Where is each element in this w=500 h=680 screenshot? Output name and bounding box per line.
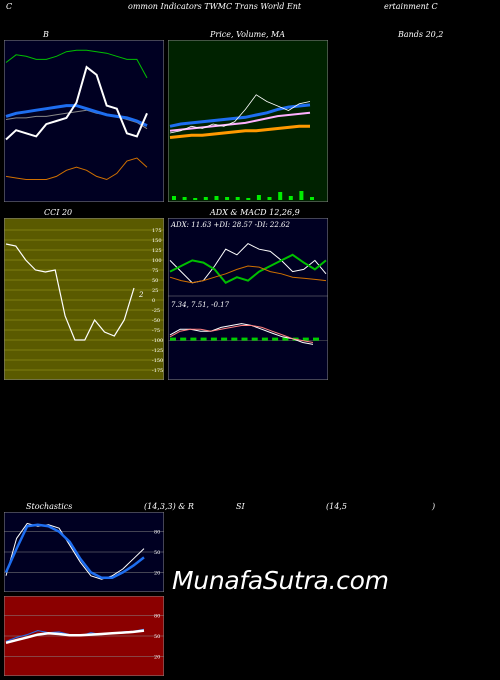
macd-hist-bar: [251, 337, 258, 341]
bb-middle-line: [5, 104, 148, 127]
volume-bar: [193, 198, 198, 200]
macd-line: [169, 323, 314, 345]
volume-bar: [214, 196, 219, 200]
header-right: ertainment C: [384, 2, 438, 11]
volume-bar: [267, 197, 272, 200]
macd-hist-bar: [241, 337, 248, 341]
macd-hist-bar: [210, 337, 217, 341]
adx-minus-di-line: [169, 253, 327, 285]
macd-hist-bar: [190, 337, 197, 341]
volume-bar: [172, 196, 176, 200]
pv-ma-orange-line: [169, 124, 310, 139]
osc-tick-label: 80: [154, 530, 160, 536]
pv-ma-pink-line: [169, 111, 311, 132]
cci-tick-label: -175: [152, 368, 163, 374]
macd-hist-bar: [231, 337, 238, 341]
osc-tick-label: 20: [154, 654, 160, 660]
macd-values: 7.34, 7.51, -0.17: [171, 301, 230, 309]
bb-upper-line: [5, 49, 148, 79]
macd-hist-bar: [221, 337, 228, 341]
bb-lower-line: [5, 157, 148, 181]
cci-tick-label: -50: [152, 318, 160, 324]
volume-bar: [310, 197, 314, 200]
macd-hist-bar: [272, 337, 279, 341]
cci-last-label: 2: [138, 291, 144, 299]
bb-bands-label: Bands 20,2: [398, 30, 444, 39]
price-volume-panel: [168, 40, 328, 202]
volume-bar: [182, 197, 187, 200]
volume-bar: [299, 191, 304, 200]
osc-tick-label: 50: [154, 550, 160, 556]
cci-label: CCI 20: [44, 208, 73, 217]
cci-tick-label: 0: [152, 298, 155, 304]
rsi-ma-line: [5, 629, 145, 645]
cci-tick-label: -75: [152, 328, 160, 334]
cci-line: [5, 243, 135, 341]
cci-panel: 175 150 125 100 75 50 25 0 -25 -50 -75 -100 -125 -150…: [4, 218, 164, 380]
stoch-label: Stochastics: [26, 502, 73, 511]
macd-hist-bar: [200, 337, 207, 341]
pv-price-line: [169, 94, 311, 134]
macd-hist-bar: [313, 337, 319, 341]
macd-signal-line: [169, 325, 314, 343]
rsi-si-label: SI: [236, 502, 245, 511]
bb-price-line: [5, 65, 148, 141]
stoch-d-line: [4, 523, 145, 580]
stochastics-panel: 80 50 20: [4, 512, 164, 592]
volume-bar: [288, 196, 293, 200]
macd-hist-bar: [170, 337, 176, 341]
volume-bar: [203, 197, 208, 200]
volume-bar: [256, 195, 261, 200]
rsi-params-label: (14,5: [326, 502, 347, 511]
bollinger-panel: [4, 40, 164, 202]
adx-values: ADX: 11.63 +DI: 28.57 -DI: 22.62: [170, 221, 291, 229]
volume-bar: [278, 192, 283, 200]
cci-tick-label: 150: [152, 238, 162, 244]
header-c: C: [6, 2, 13, 11]
cci-tick-label: 125: [152, 248, 162, 254]
adx-macd-label: ADX & MACD 12,26,9: [210, 208, 300, 217]
cci-tick-label: -100: [152, 338, 163, 344]
watermark: MunafaSutra.com: [172, 566, 389, 595]
cci-tick-label: -125: [152, 348, 163, 354]
stoch-k-line: [5, 522, 145, 580]
macd-hist-bar: [180, 337, 187, 341]
macd-hist-bar: [302, 337, 309, 341]
stoch-params-label: (14,3,3) & R: [144, 502, 194, 511]
cci-tick-label: 50: [152, 278, 158, 284]
cci-tick-label: 100: [152, 258, 162, 264]
adx-line: [169, 265, 327, 284]
adx-macd-panel: ADX: 11.63 +DI: 28.57 -DI: 22.62 7.34, 7…: [168, 218, 328, 380]
cci-tick-label: 175: [152, 228, 162, 234]
bb-b-label: B: [43, 30, 49, 39]
rsi-panel: 80 50 20: [4, 596, 164, 676]
header-title: ommon Indicators TWMC Trans World Ent: [128, 2, 302, 11]
osc-tick-label: 80: [154, 614, 160, 620]
macd-hist-bar: [261, 337, 268, 341]
pv-ma-blue-line: [169, 103, 311, 128]
osc-tick-label: 20: [154, 570, 160, 576]
macd-hist-bar: [282, 337, 289, 341]
cci-tick-label: 25: [152, 288, 158, 294]
bb-price-label: Price, Volume, MA: [210, 30, 286, 39]
volume-bar: [235, 197, 240, 200]
volume-bar: [246, 198, 251, 200]
cci-tick-label: -150: [152, 358, 163, 364]
volume-bar: [225, 197, 230, 200]
cci-tick-label: -25: [152, 308, 160, 314]
cci-tick-label: 75: [152, 268, 158, 274]
rsi-close-label: ): [432, 502, 436, 511]
osc-tick-label: 50: [154, 634, 160, 640]
